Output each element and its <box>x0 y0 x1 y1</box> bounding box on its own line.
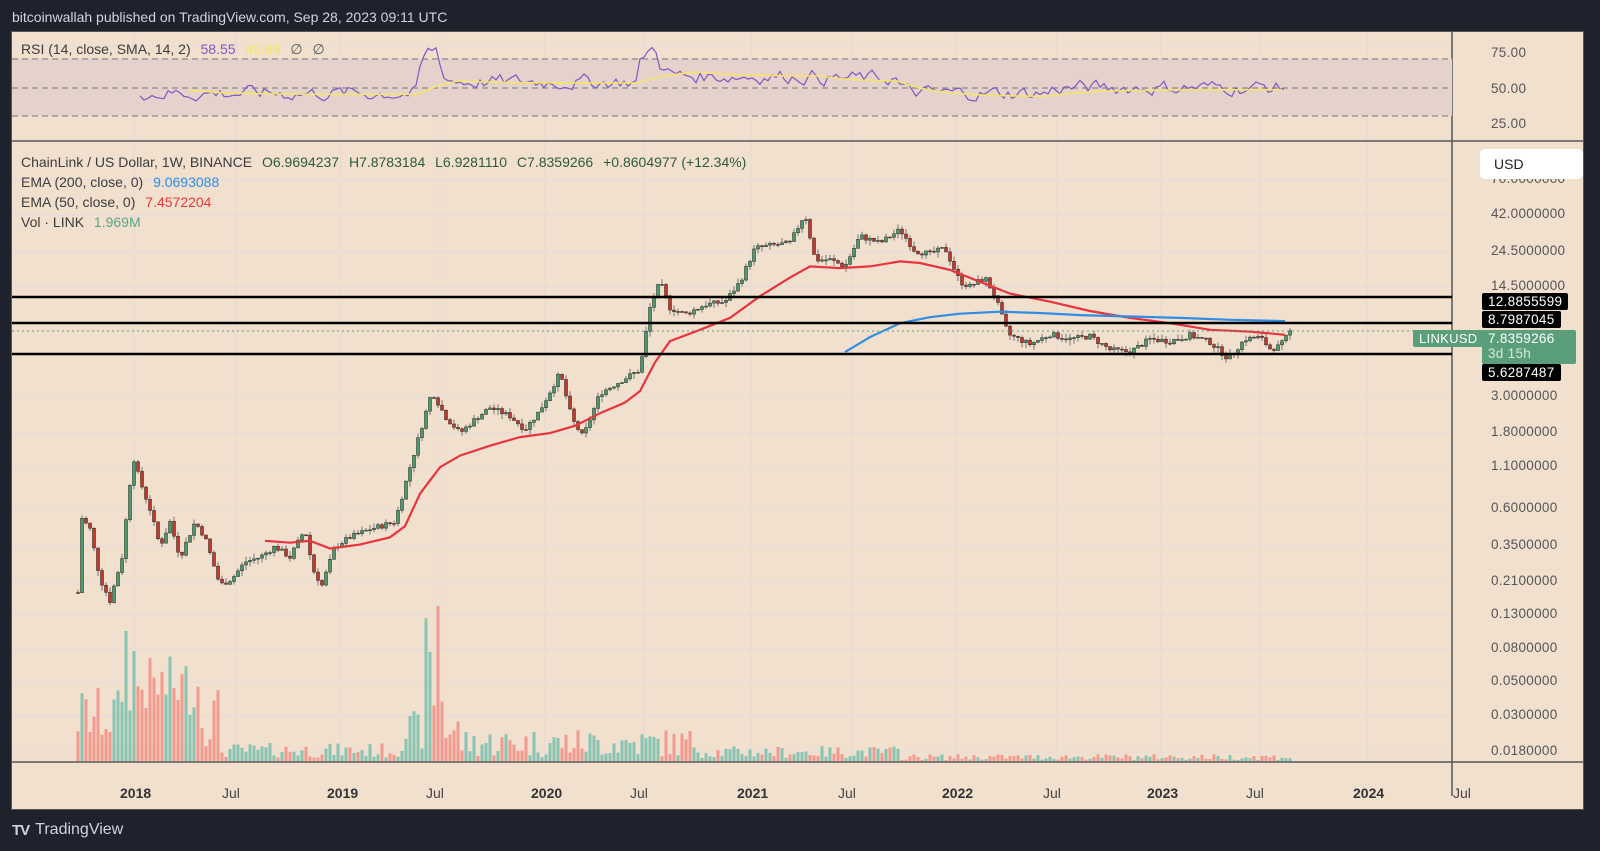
price-axis-label: 1.1000000 <box>1491 458 1558 473</box>
price-axis-label: 0.2100000 <box>1491 573 1558 588</box>
brand-name: TradingView <box>35 821 124 838</box>
time-axis-label: Jul <box>1043 785 1061 801</box>
symbol-label: ChainLink / US Dollar, 1W, BINANCE <box>21 154 253 170</box>
rsi-axis-25: 25.00 <box>1491 116 1527 131</box>
ema50-legend: EMA (50, close, 0) 7.4572204 <box>21 194 217 210</box>
last-price: 7.8359266 <box>1488 331 1555 346</box>
time-axis-label: 2018 <box>120 785 152 801</box>
time-axis-label: 2023 <box>1147 785 1179 801</box>
ohlc-change: +0.8604977 (+12.34%) <box>603 154 747 170</box>
symbol-tag: LINKUSD <box>1413 330 1484 347</box>
time-axis-label: Jul <box>630 785 648 801</box>
ema200-legend: EMA (200, close, 0) 9.0693088 <box>21 174 225 190</box>
time-axis-label: 2022 <box>942 785 974 801</box>
ema50-label: EMA (50, close, 0) <box>21 194 136 210</box>
tradingview-logo-icon: TV <box>12 821 30 839</box>
time-axis-label: 2021 <box>737 785 769 801</box>
ohlc-close: C7.8359266 <box>516 154 594 170</box>
footer-brand[interactable]: TV TradingView <box>12 821 123 839</box>
ema200-value: 9.0693088 <box>153 174 220 190</box>
publisher-line: bitcoinwallah published on TradingView.c… <box>12 9 448 25</box>
price-axis-label: 24.5000000 <box>1491 243 1566 258</box>
rsi-axis-50: 50.00 <box>1491 81 1527 96</box>
time-axis-label: Jul <box>1453 785 1471 801</box>
rsi-legend: RSI (14, close, SMA, 14, 2) 58.55 49.69 … <box>21 41 331 58</box>
volume-legend: Vol · LINK 1.969M <box>21 214 147 230</box>
bar-countdown: 3d 15h <box>1488 346 1532 361</box>
time-axis-label: 2019 <box>327 785 359 801</box>
price-axis-label: 0.6000000 <box>1491 500 1558 515</box>
volume-value: 1.969M <box>93 214 141 230</box>
price-axis-label: 3.0000000 <box>1491 388 1558 403</box>
level-tag-2: 8.7987045 <box>1482 311 1561 328</box>
price-axis-label: 1.8000000 <box>1491 424 1558 439</box>
level-tag-1: 12.8855599 <box>1482 293 1569 310</box>
symbol-legend: ChainLink / US Dollar, 1W, BINANCE O6.96… <box>21 154 752 170</box>
price-axis-label: 0.0800000 <box>1491 640 1558 655</box>
price-axis-label: 0.0500000 <box>1491 673 1558 688</box>
price-axis-label: 14.5000000 <box>1491 278 1566 293</box>
time-axis-label: Jul <box>222 785 240 801</box>
time-axis-label: Jul <box>1246 785 1264 801</box>
price-axis-label: 0.3500000 <box>1491 537 1558 552</box>
last-price-tag: 7.8359266 3d 15h <box>1482 330 1576 364</box>
time-axis-label: 2020 <box>531 785 563 801</box>
currency-selector[interactable]: USD <box>1480 149 1583 179</box>
price-axis-label: 0.0180000 <box>1491 743 1558 758</box>
rsi-label: RSI (14, close, SMA, 14, 2) <box>21 41 191 57</box>
rsi-axis-75: 75.00 <box>1491 45 1527 60</box>
ohlc-open: O6.9694237 <box>261 154 340 170</box>
ohlc-low: L6.9281110 <box>435 154 508 170</box>
time-axis-label: 2024 <box>1353 785 1385 801</box>
volume-label: Vol · LINK <box>21 214 85 230</box>
time-axis-label: Jul <box>838 785 856 801</box>
chart-frame[interactable] <box>11 31 1584 810</box>
rsi-value: 58.55 <box>200 41 236 57</box>
ema200-label: EMA (200, close, 0) <box>21 174 144 190</box>
price-axis-label: 0.0300000 <box>1491 707 1558 722</box>
time-axis-label: Jul <box>426 785 444 801</box>
ema50-value: 7.4572204 <box>145 194 212 210</box>
price-axis-label: 42.0000000 <box>1491 206 1566 221</box>
price-axis-label: 0.1300000 <box>1491 606 1558 621</box>
ohlc-high: H7.8783184 <box>348 154 426 170</box>
rsi-sma-value: 49.69 <box>245 41 281 57</box>
rsi-extra-2: ∅ <box>312 41 325 57</box>
level-tag-3: 5.6287487 <box>1482 364 1561 381</box>
rsi-extra-1: ∅ <box>290 41 303 57</box>
